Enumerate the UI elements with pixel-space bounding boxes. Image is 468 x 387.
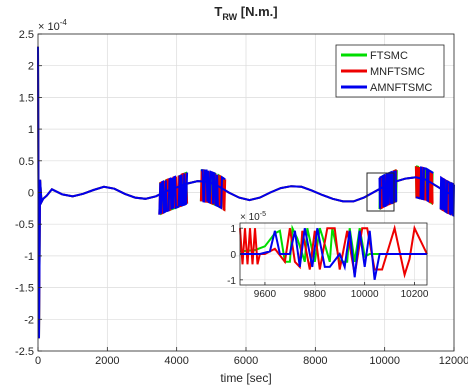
main-y-tick-label: 1 (28, 124, 34, 136)
main-traces (37, 46, 455, 339)
inset-x-tick-label: 10000 (351, 289, 379, 300)
main-x-tick-label: 0 (35, 355, 41, 367)
inset-exponent-base: × 10 (240, 212, 260, 223)
inset-y-tick-label: -1 (227, 276, 236, 287)
main-chatter-amnftsmc (439, 175, 455, 218)
inset-ticks: 9600 9800 10000 10200 -1 0 1 (227, 224, 429, 300)
main-y-tick-label: 1.5 (19, 92, 34, 104)
main-y-tick-label: 2.5 (19, 29, 34, 41)
inset-y-tick-label: 1 (230, 224, 236, 235)
main-ticks: 0 2000 4000 6000 8000 10000 12000 -2.5 -2 -1.5 -1 -… (15, 29, 468, 367)
inset-x-tick-label: 9600 (254, 289, 277, 300)
inset-traces (239, 224, 428, 280)
main-x-tick-label: 8000 (303, 355, 327, 367)
main-x-tick-label: 6000 (234, 355, 258, 367)
main-x-tick-label: 12000 (439, 355, 468, 367)
title-subscript: RW (222, 12, 237, 22)
main-chatter-amnftsmc (415, 166, 434, 203)
main-y-tick-label: 0.5 (19, 156, 34, 168)
inset-line-mnftsmc (239, 224, 428, 279)
zoom-region-box (366, 172, 395, 212)
legend-label-ftsmc: FTSMC (370, 50, 408, 62)
main-exponent-base: × 10 (38, 21, 60, 33)
legend-label-amnftsmc: AMNFTSMC (370, 82, 432, 94)
main-y-tick-label: -0.5 (15, 219, 34, 231)
main-exponent-power: -4 (60, 18, 68, 27)
main-x-tick-label: 2000 (95, 355, 119, 367)
inset-exponent-power: -5 (260, 211, 266, 218)
inset-line-amnftsmc (240, 228, 427, 280)
chart-title: TRW [N.m.] (214, 4, 277, 22)
main-y-tick-label: 0 (28, 188, 34, 200)
main-y-tick-label: -2.5 (15, 346, 34, 358)
inset-exponent-label: × 10-5 (240, 211, 266, 223)
inset-x-tick-label: 10200 (401, 289, 429, 300)
x-axis-label: time [sec] (220, 371, 271, 385)
legend-label-mnftsmc: MNFTSMC (370, 66, 425, 78)
main-chatter-amnftsmc (158, 172, 189, 215)
main-y-tick-label: -1 (24, 251, 34, 263)
main-y-tick-label: -1.5 (15, 283, 34, 295)
main-x-tick-label: 10000 (369, 355, 400, 367)
main-y-tick-label: 2 (28, 61, 34, 73)
legend: FTSMC MNFTSMC AMNFTSMC (335, 44, 445, 98)
inset-x-tick-label: 9800 (304, 289, 327, 300)
inset-y-tick-label: 0 (230, 250, 236, 261)
main-y-tick-label: -2 (24, 314, 34, 326)
title-unit: [N.m.] (237, 4, 277, 19)
main-exponent-label: × 10-4 (38, 18, 67, 33)
main-x-tick-label: 4000 (164, 355, 188, 367)
title-main: T (214, 4, 222, 19)
main-chatter-amnftsmc (200, 169, 226, 210)
